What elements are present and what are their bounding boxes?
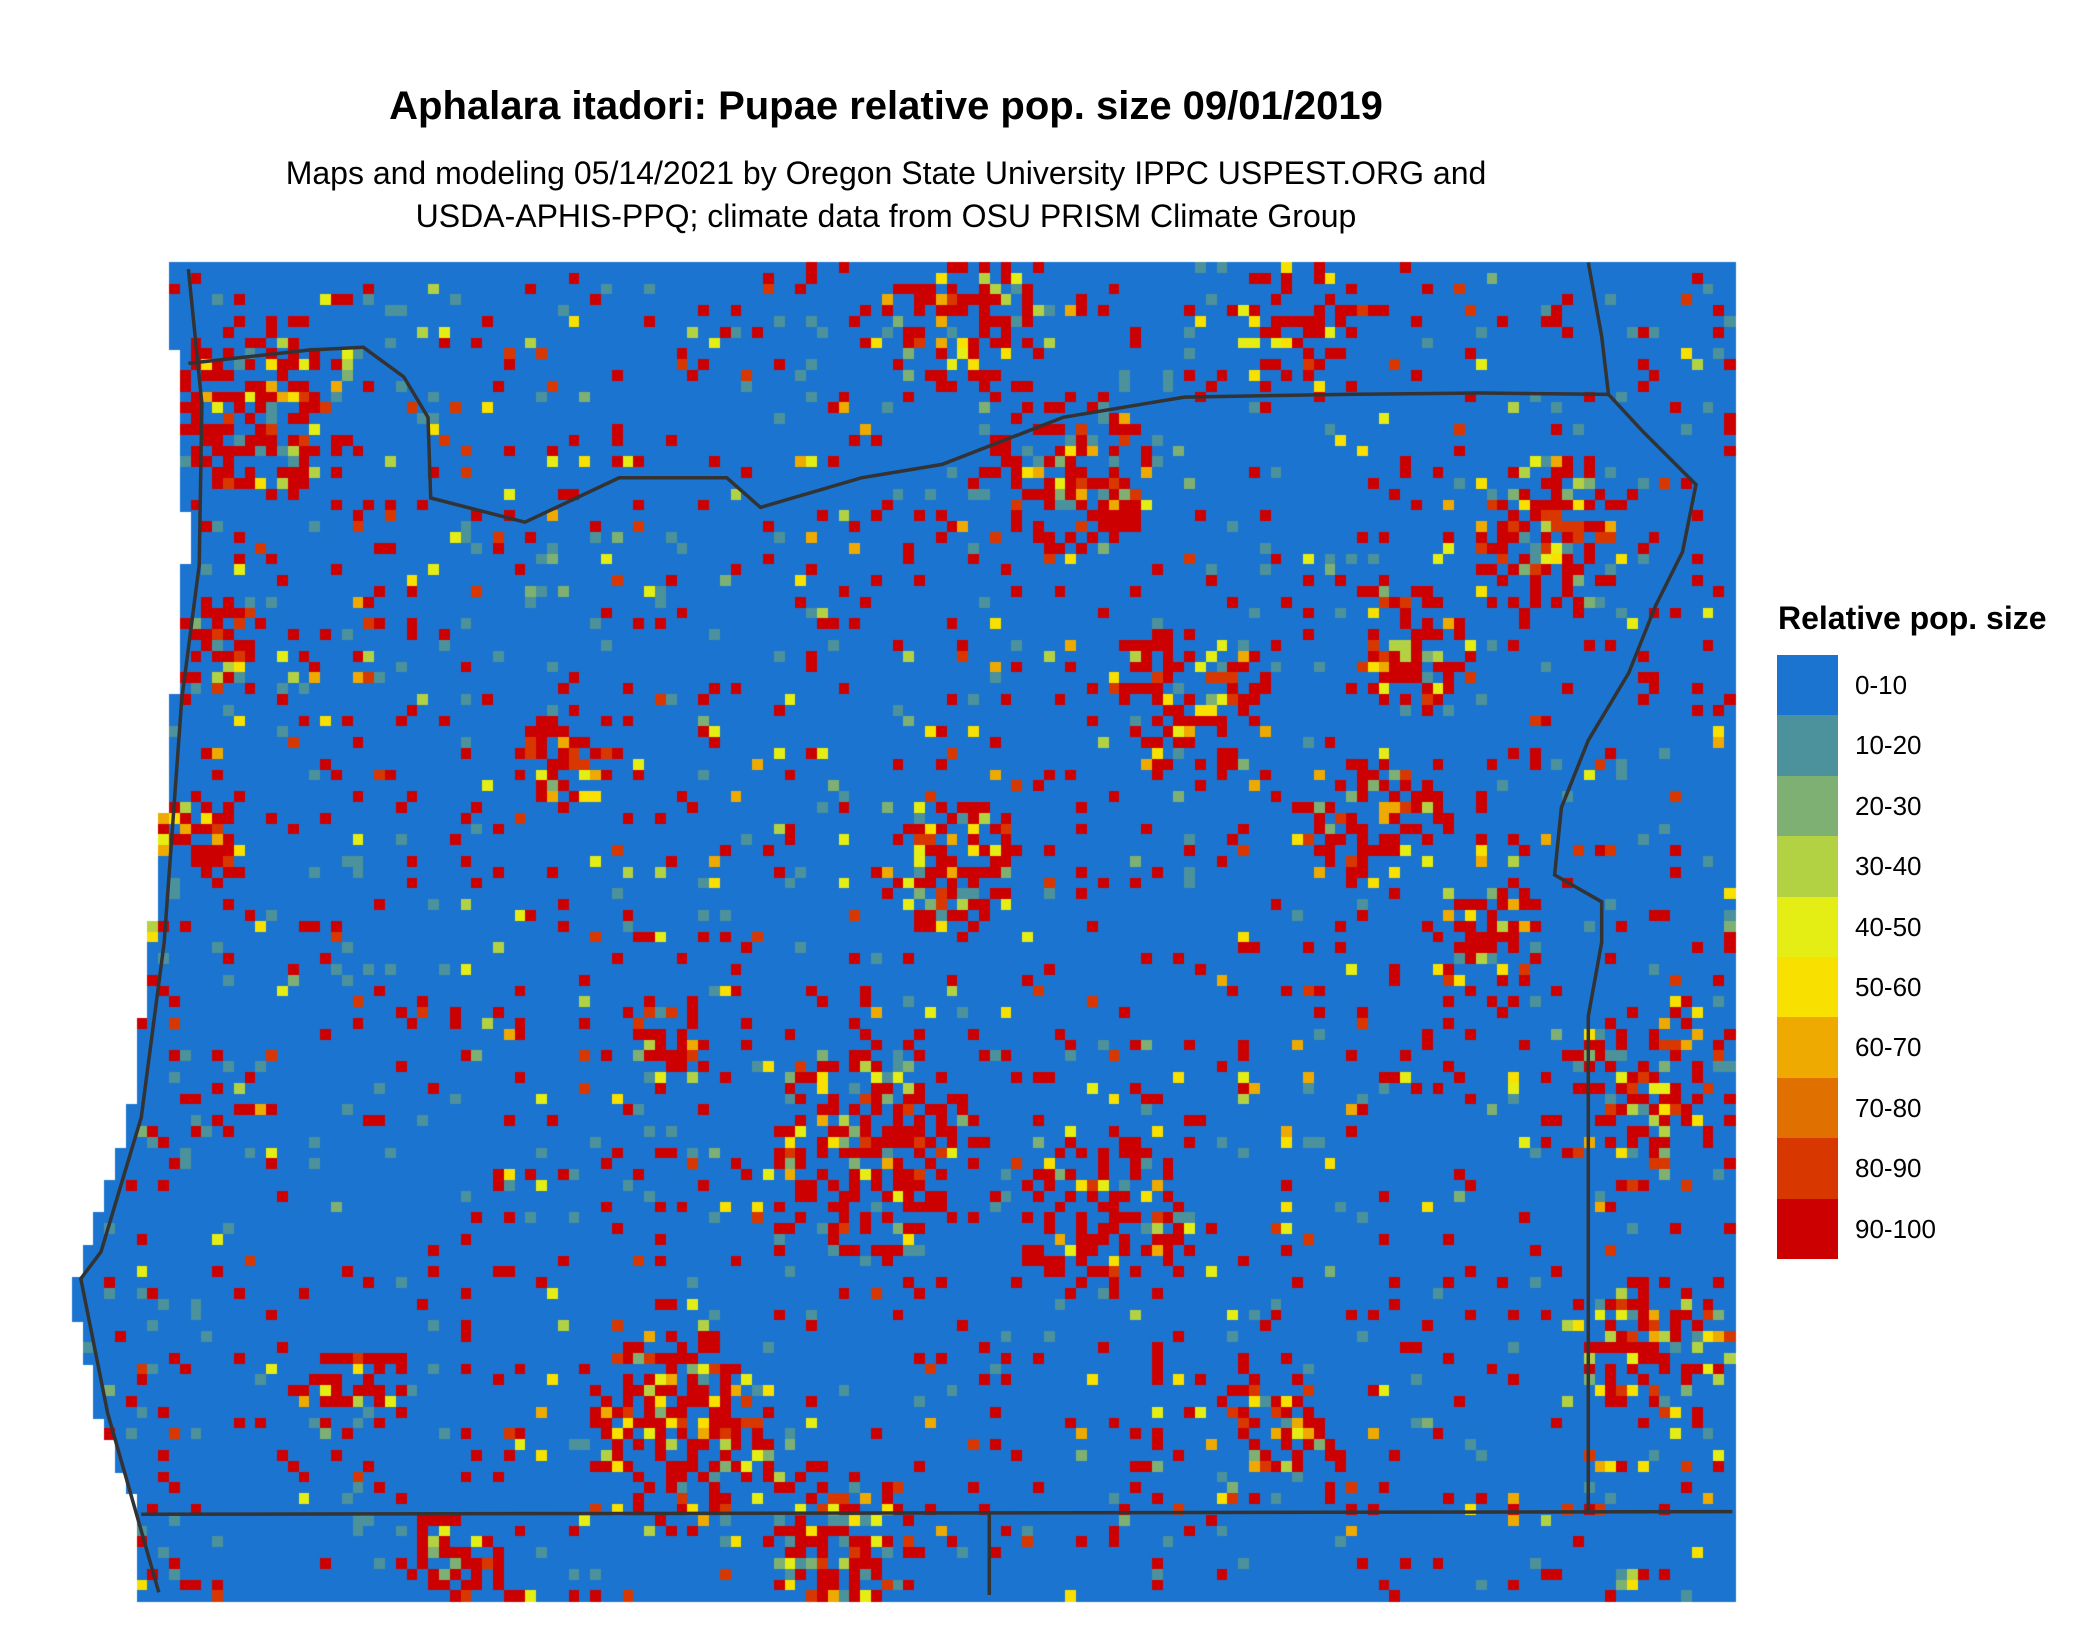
legend-label: 50-60 [1855,972,1922,1002]
legend-label: 30-40 [1855,851,1922,882]
legend-label: 40-50 [1855,911,1922,942]
legend-swatch-20-30 [1777,775,1838,837]
legend-swatch-60-70 [1777,1017,1838,1078]
legend-swatch-80-90 [1777,1138,1838,1199]
legend-title: Relative pop. size [1778,600,2047,636]
legend-swatch-0-10 [1777,655,1838,716]
legend-label: 90-100 [1855,1213,1936,1244]
legend-swatch-30-40 [1777,836,1838,897]
legend-swatch-50-60 [1777,957,1838,1018]
legend-label: 20-30 [1855,790,1922,821]
legend-swatch-40-50 [1777,896,1838,957]
legend-swatch-70-80 [1777,1077,1838,1139]
legend-swatch-10-20 [1777,715,1838,776]
legend-swatch-90-100 [1777,1198,1838,1259]
legend-label: 0-10 [1855,670,1908,700]
map-subtitle-line-1: Maps and modeling 05/14/2021 by Oregon S… [285,155,1487,191]
legend-label: 10-20 [1855,730,1922,761]
legend-label: 70-80 [1855,1092,1922,1123]
map-title: Aphalara itadori: Pupae relative pop. si… [389,84,1383,128]
legend-label: 80-90 [1855,1153,1922,1184]
legend-label: 60-70 [1855,1032,1922,1063]
map-subtitle-line-2: USDA-APHIS-PPQ; climate data from OSU PR… [415,198,1357,234]
